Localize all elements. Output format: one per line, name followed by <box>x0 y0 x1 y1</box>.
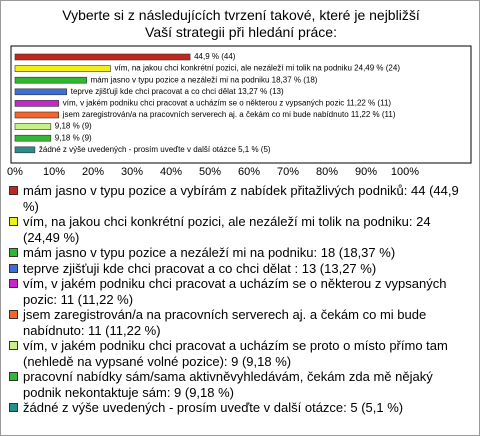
legend-item: teprve zjišťuji kde chci pracovat a co c… <box>9 261 471 277</box>
legend: mám jasno v typu pozice a vybírám z nabí… <box>9 183 471 416</box>
legend-item: pracovní nabídky sám/sama aktivněvyhledá… <box>9 369 471 400</box>
bar-label: jsem zaregistrován/a na pracovních serve… <box>62 110 396 119</box>
legend-swatch <box>9 217 18 226</box>
legend-item: mám jasno v typu pozice a nezáleží mi na… <box>9 245 471 261</box>
bar <box>14 100 60 107</box>
bar-label: 44,9 % (44) <box>194 52 236 61</box>
x-tick-label: 90% <box>355 166 377 178</box>
plot-area: 0% 10% 20% 30% 40% 50% 60% 70% 80% 90% 100% 44,9 % … <box>7 45 472 178</box>
legend-swatch <box>9 263 18 273</box>
x-tick-label: 70% <box>277 166 299 178</box>
legend-label: žádné z výše uvedených - prosím uveďte v… <box>23 400 404 415</box>
legend-swatch <box>9 279 18 288</box>
bar-label: teprve zjišťuji kde chci pracovat a co c… <box>71 87 284 96</box>
bar <box>14 53 191 61</box>
bar-label: mám jasno v typu pozice a nezáleží mi na… <box>91 75 318 84</box>
legend-label: vím, v jakém podniku chci pracovat a uch… <box>23 276 447 307</box>
bar-label: vím, v jakém podniku chci pracovat a uch… <box>63 99 392 108</box>
bar <box>14 146 36 154</box>
legend-swatch <box>9 248 18 257</box>
legend-swatch <box>9 186 18 195</box>
bar-label: vím, na jakou chci konkrétní pozici, ale… <box>115 64 401 73</box>
legend-item: vím, v jakém podniku chci pracovat a uch… <box>9 338 471 369</box>
x-tick-label: 100% <box>391 166 419 178</box>
bar-label: žádné z výše uvedených - prosím uveďte v… <box>39 145 271 154</box>
plot-frame <box>10 45 472 164</box>
bar <box>14 123 52 130</box>
legend-item: vím, na jakou chci konkrétní pozici, ale… <box>9 214 471 245</box>
bar <box>14 134 52 142</box>
x-tick-label: 10% <box>43 166 65 178</box>
legend-label: mám jasno v typu pozice a vybírám z nabí… <box>23 183 459 214</box>
legend-label: vím, v jakém podniku chci pracovat a uch… <box>23 338 448 369</box>
bar <box>14 88 68 96</box>
legend-item: žádné z výše uvedených - prosím uveďte v… <box>9 400 471 416</box>
bar-label: 9,18 % (9) <box>55 133 92 142</box>
legend-item: jsem zaregistrován/a na pracovních serve… <box>9 307 471 338</box>
chart-title: Vyberte si z následujících tvrzení takov… <box>62 7 420 40</box>
bar-label: 9,18 % (9) <box>55 122 92 131</box>
x-tick-label: 80% <box>316 166 338 178</box>
x-tick-label: 20% <box>82 166 104 178</box>
bar <box>14 65 111 72</box>
legend-swatch <box>9 310 18 319</box>
bar <box>14 111 60 119</box>
legend-label: vím, na jakou chci konkrétní pozici, ale… <box>23 214 431 245</box>
x-tick-label: 0% <box>7 166 23 178</box>
x-tick-label: 40% <box>160 166 182 178</box>
bar <box>14 76 87 84</box>
legend-swatch <box>9 403 18 412</box>
legend-label: jsem zaregistrován/a na pracovních serve… <box>23 307 427 338</box>
legend-label: pracovní nabídky sám/sama aktivněvyhledá… <box>23 369 433 400</box>
legend-item: mám jasno v typu pozice a vybírám z nabí… <box>9 183 471 214</box>
legend-item: vím, v jakém podniku chci pracovat a uch… <box>9 276 471 307</box>
legend-swatch <box>9 372 18 381</box>
legend-label: mám jasno v typu pozice a nezáleží mi na… <box>23 245 396 260</box>
x-tick-label: 50% <box>199 166 221 178</box>
legend-swatch <box>9 341 18 350</box>
x-tick-label: 30% <box>121 166 143 178</box>
x-tick-label: 60% <box>238 166 260 178</box>
legend-label: teprve zjišťuji kde chci pracovat a co c… <box>23 260 377 276</box>
